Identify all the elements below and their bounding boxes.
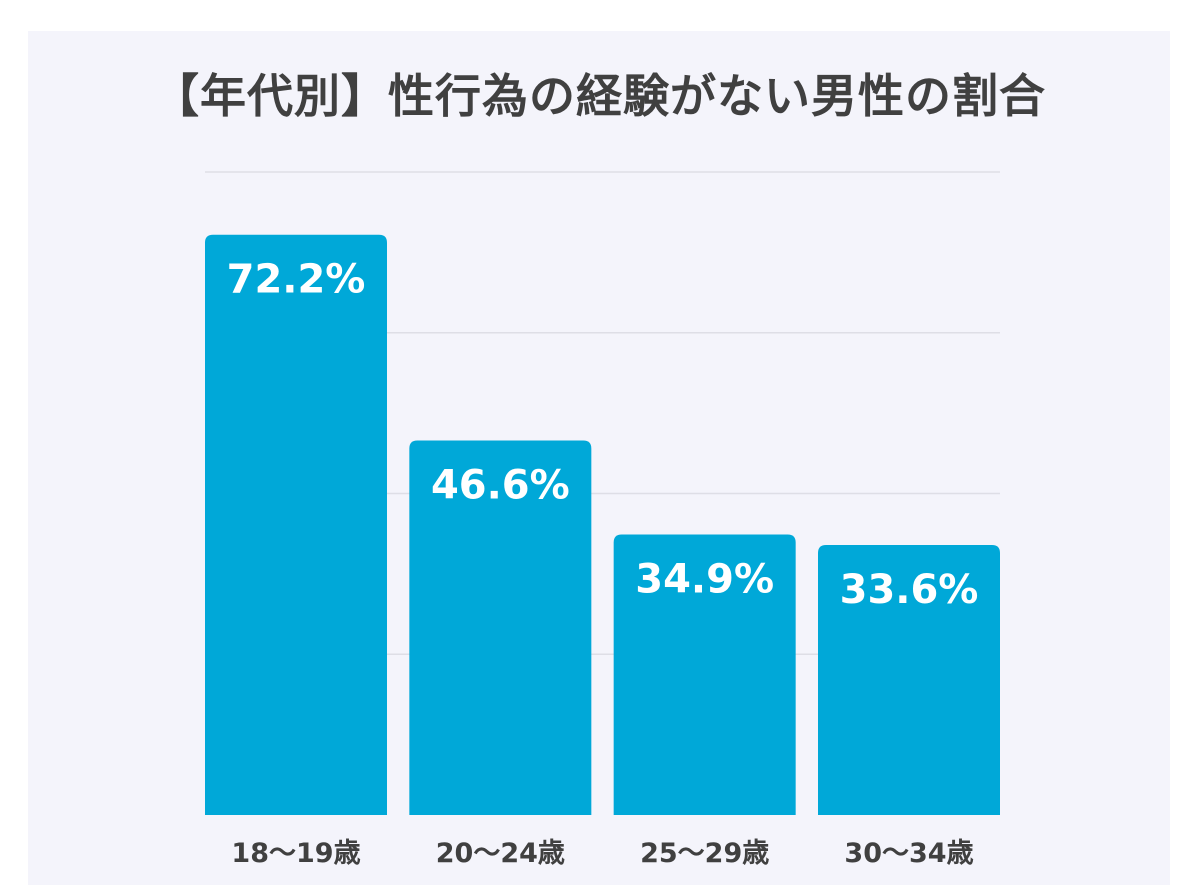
bar-value-label: 34.9% <box>635 556 774 602</box>
bar-value-label: 33.6% <box>840 567 979 613</box>
x-tick-label: 25〜29歳 <box>640 838 769 869</box>
bar-value-label: 46.6% <box>431 462 570 508</box>
x-tick-label: 18〜19歳 <box>231 838 360 869</box>
chart-title: 【年代別】性行為の経験がない男性の割合 <box>153 69 1046 123</box>
bar <box>409 440 592 815</box>
bar-value-label: 72.2% <box>227 257 366 303</box>
value-labels: 72.2% 46.6% 34.9% 33.6% <box>227 257 979 613</box>
bar <box>205 234 387 815</box>
x-tick-label: 30〜34歳 <box>844 838 973 869</box>
bars <box>205 234 1000 815</box>
bar <box>818 544 1000 815</box>
x-tick-labels: 18〜19歳 20〜24歳 25〜29歳 30〜34歳 <box>231 838 973 869</box>
bar <box>613 534 796 815</box>
x-tick-label: 20〜24歳 <box>436 838 565 869</box>
